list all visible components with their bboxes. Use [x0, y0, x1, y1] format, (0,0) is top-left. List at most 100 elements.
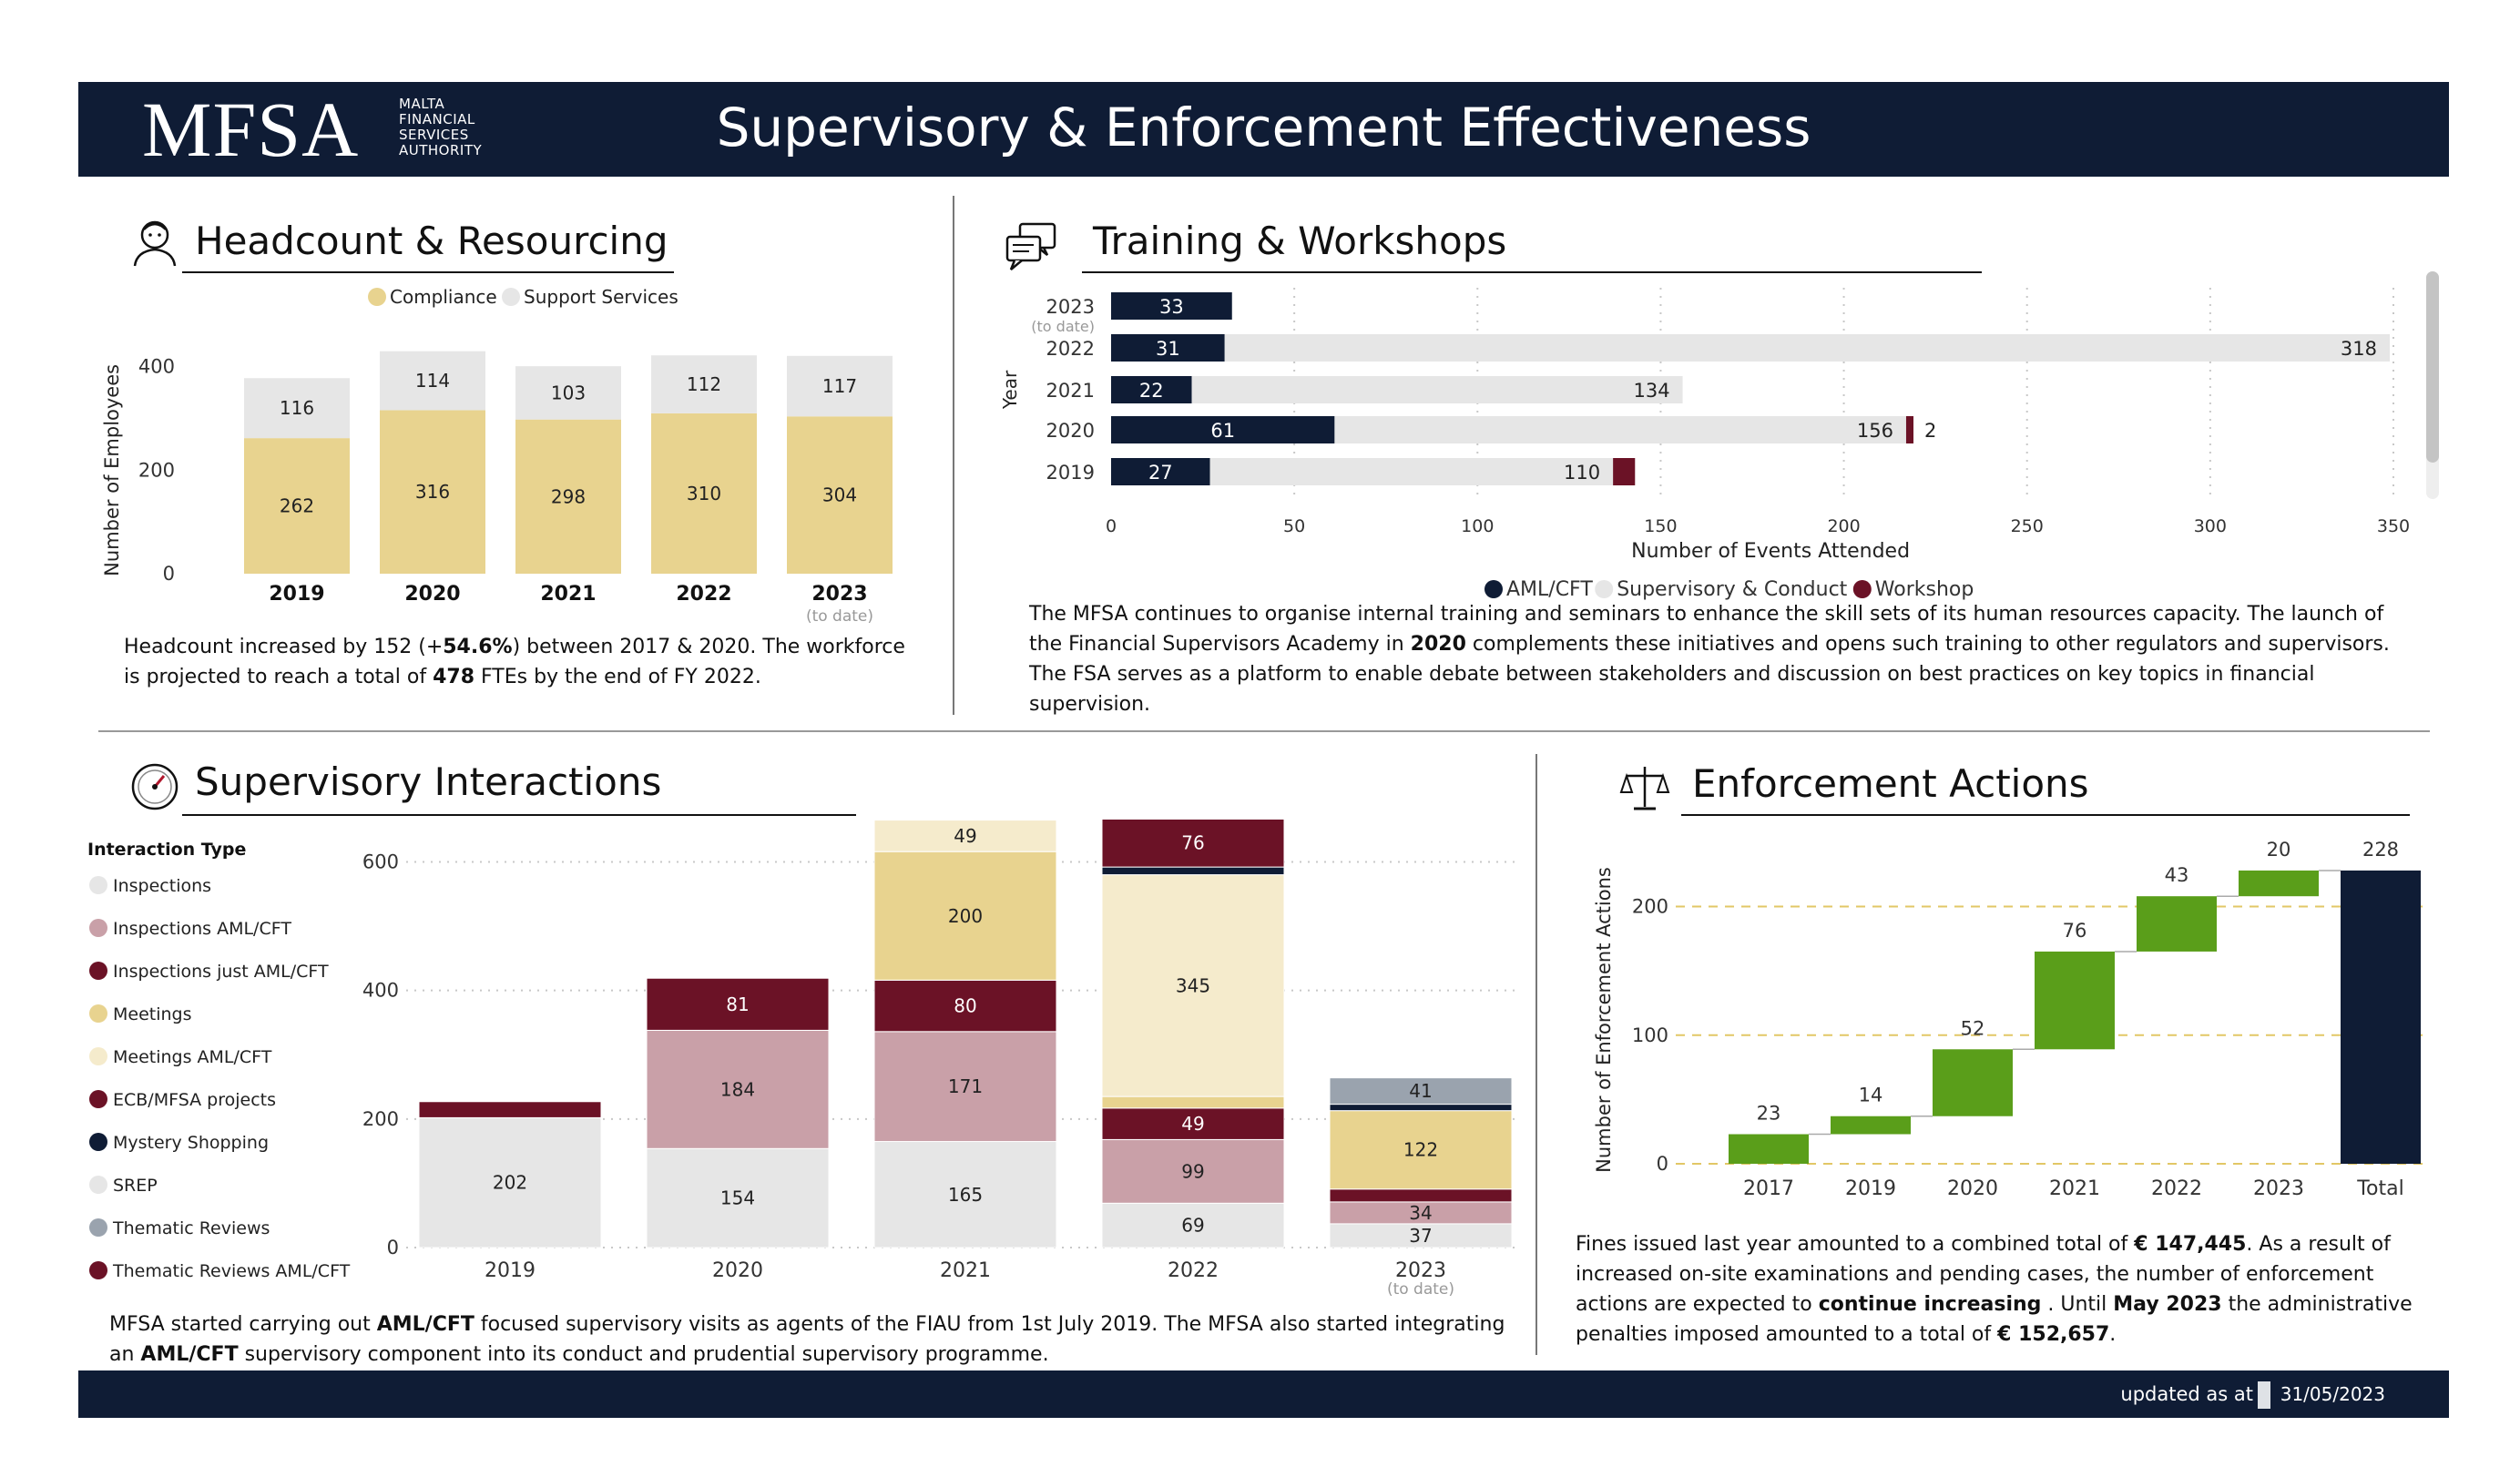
tick-label-x: Total [2356, 1177, 2403, 1200]
legend-label: Meetings [113, 1004, 192, 1024]
data-label: 316 [415, 481, 450, 503]
bar-segment [1613, 458, 1636, 485]
legend-label: Inspections just AML/CFT [113, 962, 329, 982]
interactions-description: MFSA started carrying out AML/CFT focuse… [109, 1309, 1530, 1370]
legend-label: SREP [113, 1176, 158, 1196]
tick-label-y: 400 [362, 980, 399, 1002]
legend-marker [89, 1047, 107, 1065]
tick-label-x: 2022 [1168, 1259, 1219, 1282]
bar-segment [1329, 1077, 1513, 1105]
tick-label-x: 100 [1461, 516, 1494, 536]
data-label: 61 [1210, 420, 1235, 442]
data-label: 154 [720, 1187, 755, 1209]
logo-wordmark: MFSA [142, 86, 360, 173]
bar-segment [380, 351, 485, 411]
section-title-training: Training & Workshops [1093, 219, 1507, 263]
bar-segment [1101, 866, 1285, 876]
tick-label-x: 2023 [811, 583, 867, 606]
text-run: FTEs by the end of FY 2022. [474, 666, 761, 688]
data-label: 116 [280, 397, 314, 419]
tick-label-y: 2019 [1046, 462, 1095, 484]
data-label: 99 [1181, 1160, 1204, 1182]
bar-segment [2137, 896, 2217, 952]
tick-label-x: 2020 [1947, 1177, 1998, 1200]
bar-segment [1101, 820, 1285, 868]
tick-label-x: 200 [1827, 516, 1860, 536]
section-underline [1681, 814, 2410, 816]
data-label: 69 [1181, 1215, 1204, 1237]
logo-sub-line: MALTA [399, 96, 445, 112]
chat-bubbles-icon [1005, 222, 1056, 270]
bar-segment [1191, 376, 1683, 403]
legend-marker [89, 1133, 107, 1151]
legend-marker [89, 1004, 107, 1023]
tick-label-x: 2021 [540, 583, 596, 606]
axis-label-y: Number of Enforcement Actions [1593, 867, 1615, 1173]
bar-segment [2035, 951, 2115, 1050]
data-label: 184 [720, 1078, 755, 1100]
section-title-enforcement: Enforcement Actions [1692, 761, 2089, 806]
bar-segment [1905, 416, 1914, 443]
tick-label-x: 2019 [485, 1259, 536, 1282]
legend-label: Compliance [390, 286, 497, 308]
data-label: 52 [1961, 1017, 1985, 1039]
scales-icon [1619, 767, 1670, 810]
section-underline [1082, 271, 1982, 273]
data-label: 49 [954, 825, 976, 847]
tick-note: (to date) [806, 607, 873, 626]
bar-segment [1111, 458, 1210, 485]
gauge-icon [131, 763, 179, 810]
tick-label-x: 2020 [404, 583, 460, 606]
text-run: ) between 2017 & 2020. The workforce is … [124, 636, 905, 688]
data-label: 262 [280, 495, 314, 517]
tick-label-x: 2022 [2151, 1177, 2202, 1200]
legend-label: Thematic Reviews AML/CFT [112, 1261, 351, 1281]
tick-label-y: 0 [1657, 1153, 1668, 1175]
divider [1535, 754, 1537, 1355]
scrollbar-thumb[interactable] [2426, 271, 2439, 463]
data-label: 31 [1156, 338, 1180, 360]
bar-segment [1329, 1201, 1513, 1225]
legend-label: Inspections AML/CFT [113, 919, 291, 939]
tick-label-x: 2022 [676, 583, 731, 606]
logo-sub-line: AUTHORITY [399, 142, 483, 158]
bar-segment [1111, 376, 1192, 403]
text-run: Headcount increased by 152 (+ [124, 636, 444, 658]
legend-title: Interaction Type [87, 840, 246, 860]
data-label: 20 [2267, 839, 2291, 861]
text-run: the administrative penalties imposed amo… [1576, 1293, 2413, 1346]
bar-segment [2341, 870, 2421, 1164]
data-label: 103 [551, 382, 586, 403]
text-bold: continue increasing [1818, 1293, 2042, 1316]
bar-segment [787, 416, 893, 574]
bar-segment [873, 1141, 1057, 1248]
data-label: 171 [948, 1075, 983, 1097]
data-label: 76 [1181, 831, 1204, 853]
updated-date: 31/05/2023 [2280, 1383, 2385, 1405]
tick-label-x: 350 [2377, 516, 2410, 536]
bar-segment [1101, 874, 1285, 1097]
legend-marker [89, 1218, 107, 1237]
bar-segment [1329, 1223, 1513, 1248]
bar-segment [515, 366, 621, 420]
interactions-chart: Interaction Type Inspections Inspections A… [87, 820, 1517, 1299]
bar-segment [418, 1116, 602, 1248]
section-title-interactions: Supervisory Interactions [195, 759, 662, 804]
legend-label: Support Services [524, 286, 678, 308]
bar-segment [651, 355, 757, 413]
updated-label: updated as at [2120, 1383, 2253, 1405]
tick-label-x: 2023 [1395, 1259, 1446, 1282]
legend-marker [89, 962, 107, 980]
tick-label-x: 2021 [2049, 1177, 2100, 1200]
legend-marker [89, 1261, 107, 1279]
legend-marker [1595, 580, 1614, 598]
data-label: 200 [948, 905, 983, 927]
logo-sub-line: SERVICES [399, 127, 469, 143]
tick-label-x: 2019 [1845, 1177, 1896, 1200]
bar-segment [1209, 458, 1614, 485]
headcount-description: Headcount increased by 152 (+54.6%) betw… [124, 632, 907, 692]
data-label: 81 [726, 993, 749, 1015]
data-label: 304 [822, 484, 857, 506]
data-label: 112 [687, 373, 721, 395]
data-label: 156 [1857, 420, 1893, 442]
